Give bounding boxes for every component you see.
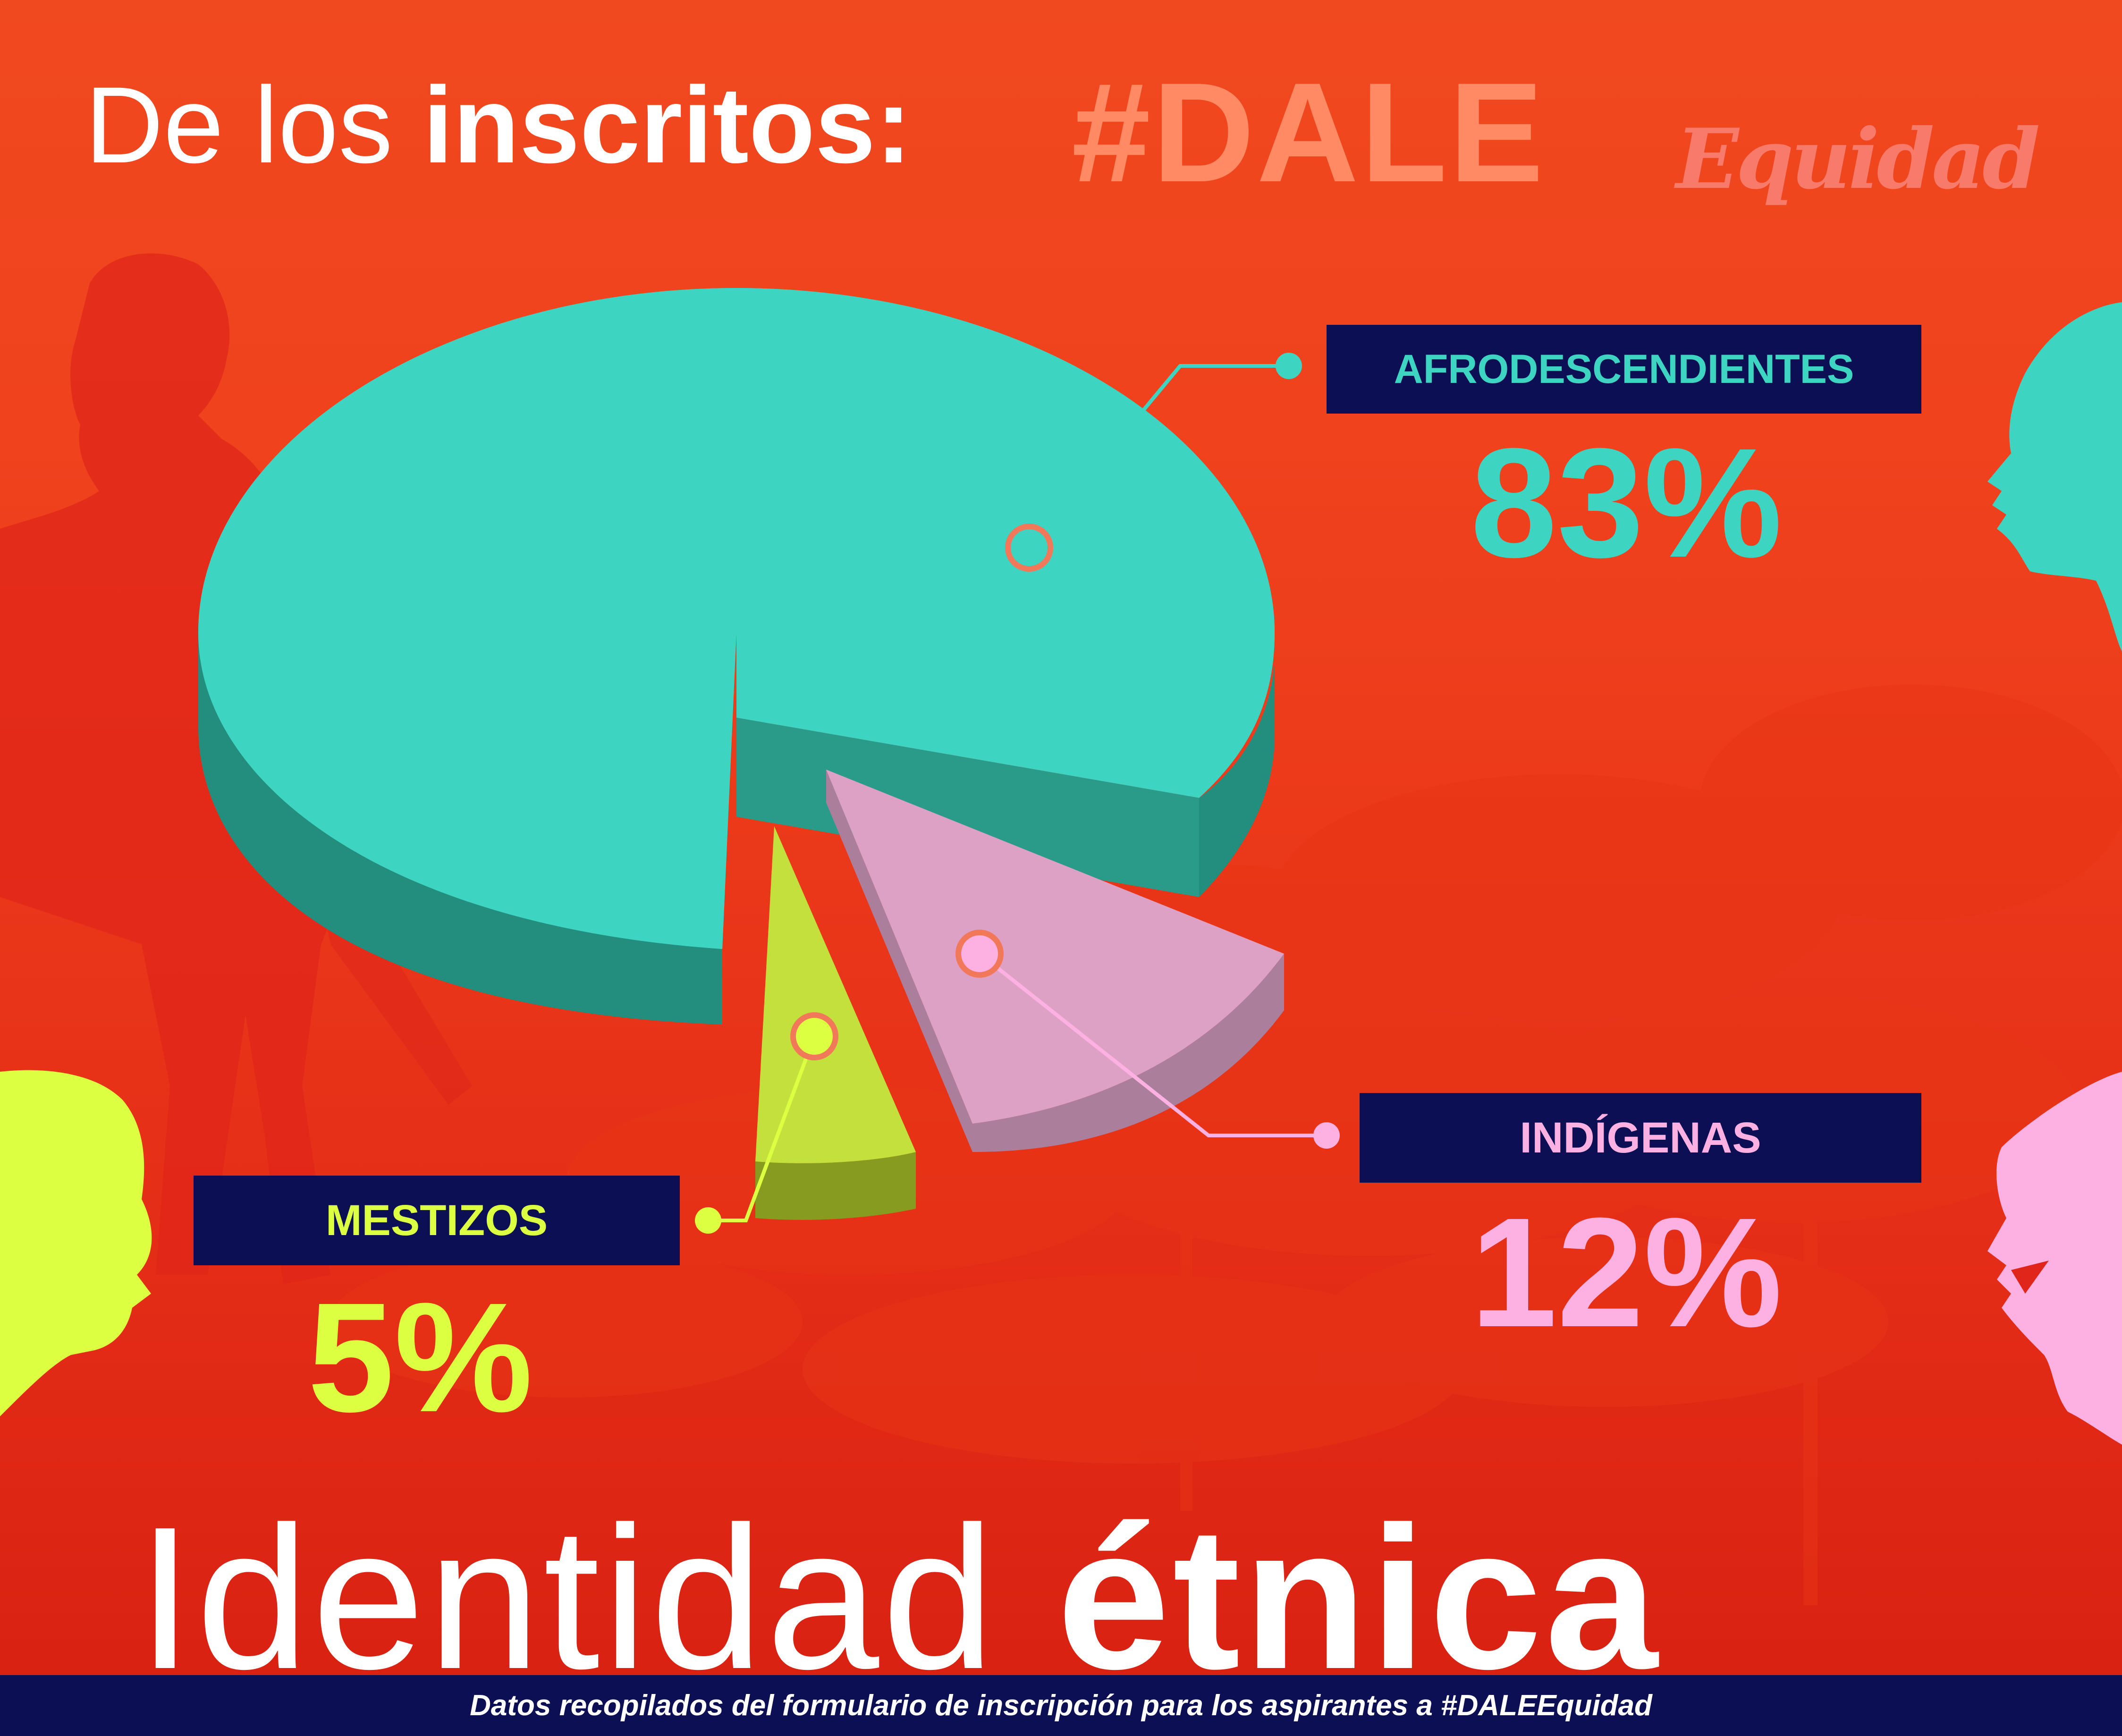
header-prefix: De los (85, 64, 423, 186)
pct-mestizos: 5% (307, 1270, 533, 1444)
pct-indigenas: 12% (1470, 1185, 1783, 1359)
header-title: De los inscritos: (85, 71, 912, 179)
pie-slice-mestizos (755, 826, 916, 1163)
pie-slice-mestizos-side (755, 1152, 916, 1220)
hashtag-main: #DALE (1072, 53, 1546, 212)
chart-title: Identidad étnica (137, 1497, 1661, 1700)
pct-afro: 83% (1470, 415, 1783, 590)
label-afro-text: AFRODESCENDIENTES (1394, 346, 1854, 392)
header-prefix-bold: inscritos: (423, 64, 912, 186)
hashtag-script: Equidad (1676, 111, 2040, 208)
footer-text: Datos recopilados del formulario de insc… (470, 1689, 1652, 1722)
label-afro: AFRODESCENDIENTES (1327, 325, 1921, 414)
footer-bar: Datos recopilados del formulario de insc… (0, 1675, 2122, 1736)
title-bold: étnica (1057, 1485, 1661, 1711)
label-indigenas-text: INDÍGENAS (1520, 1113, 1761, 1162)
pie-slice-indigenas (826, 770, 1284, 1124)
callout-line-afro (1027, 364, 1289, 549)
callout-marker-afro (1005, 524, 1053, 572)
label-indigenas: INDÍGENAS (1360, 1093, 1921, 1183)
callout-marker-indigenas (955, 930, 1004, 978)
face-silhouette-right-bottom (1987, 1072, 2122, 1445)
label-mestizos-text: MESTIZOS (325, 1196, 548, 1245)
pie-slice-indigenas-side (826, 770, 972, 1152)
face-silhouette-left-bottom (0, 1070, 152, 1416)
callout-marker-mestizos (790, 1012, 838, 1060)
label-mestizos: MESTIZOS (194, 1176, 680, 1265)
callout-line-indigenas (978, 952, 1327, 1137)
title-light: Identidad (137, 1485, 1057, 1711)
face-silhouette-right-top (1987, 302, 2122, 652)
